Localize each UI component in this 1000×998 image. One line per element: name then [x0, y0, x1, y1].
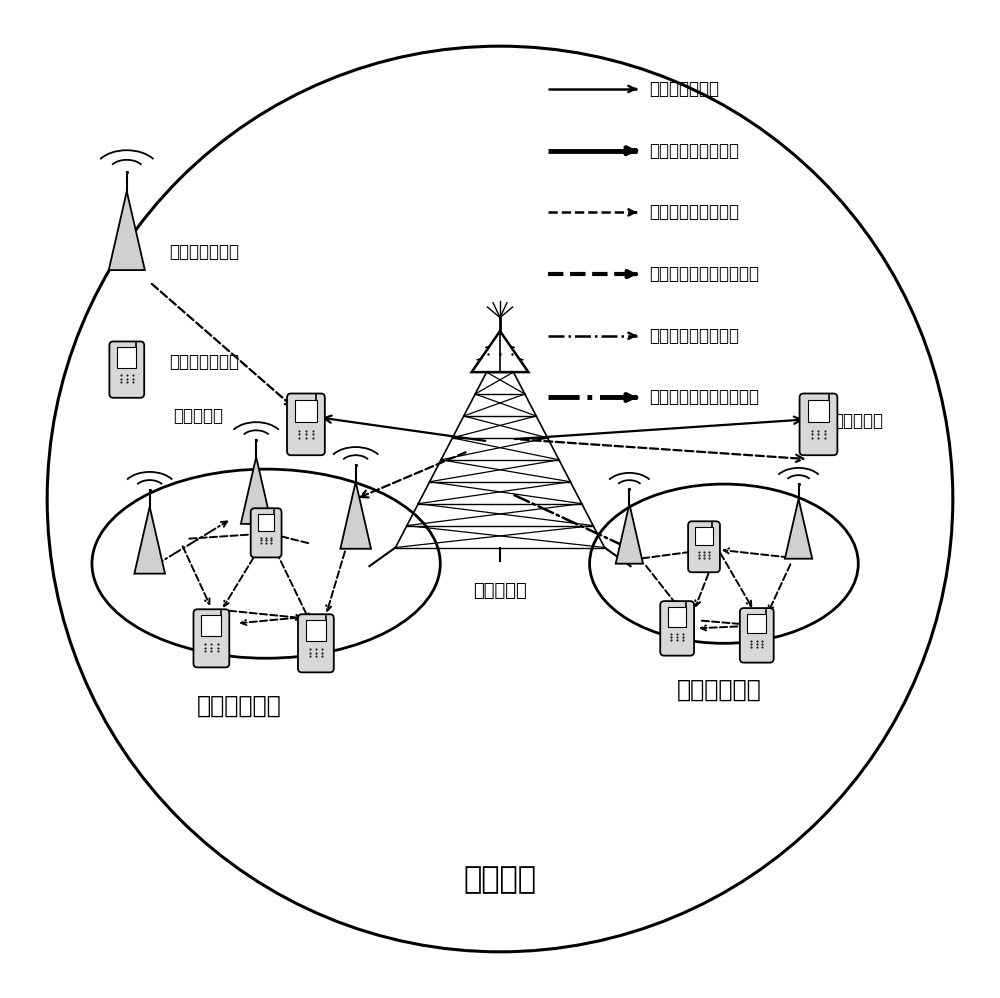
Text: 宏小区层: 宏小区层	[464, 864, 536, 893]
Text: 毫微微蜂窝用户信号: 毫微微蜂窝用户信号	[649, 142, 739, 160]
Polygon shape	[109, 192, 145, 270]
FancyBboxPatch shape	[193, 609, 229, 668]
Text: 毫微微蜂窝层: 毫微微蜂窝层	[677, 678, 761, 702]
FancyBboxPatch shape	[800, 393, 837, 455]
Text: 毫微微蜂窝层: 毫微微蜂窝层	[197, 694, 282, 718]
Polygon shape	[472, 331, 528, 372]
FancyBboxPatch shape	[287, 393, 325, 455]
Text: 宏小区用户: 宏小区用户	[833, 412, 883, 430]
Text: 毫微微蜂窝基站: 毫微微蜂窝基站	[170, 244, 240, 261]
Text: 毫微微蜂窝用户: 毫微微蜂窝用户	[170, 352, 240, 370]
FancyBboxPatch shape	[251, 508, 282, 558]
Polygon shape	[134, 507, 165, 574]
Polygon shape	[785, 499, 812, 559]
Bar	[306, 620, 326, 642]
FancyBboxPatch shape	[298, 614, 334, 673]
Polygon shape	[241, 457, 271, 524]
Text: 宏小区用户信号: 宏小区用户信号	[649, 80, 719, 98]
Bar	[201, 615, 221, 637]
Polygon shape	[340, 482, 371, 549]
Bar	[695, 527, 713, 545]
Bar	[117, 347, 136, 367]
Bar	[295, 399, 317, 422]
Polygon shape	[616, 504, 643, 564]
FancyBboxPatch shape	[740, 608, 774, 663]
FancyBboxPatch shape	[109, 341, 144, 398]
Text: 宏小区基站: 宏小区基站	[473, 582, 527, 600]
Bar	[808, 399, 829, 422]
FancyBboxPatch shape	[660, 601, 694, 656]
Bar	[668, 607, 686, 627]
Text: 毫微微蜂窝基站跨层干扰: 毫微微蜂窝基站跨层干扰	[649, 388, 759, 406]
Text: 宏小区基站同层干扰: 宏小区基站同层干扰	[649, 204, 739, 222]
Bar	[747, 614, 766, 634]
Bar	[258, 514, 274, 531]
FancyBboxPatch shape	[688, 521, 720, 572]
Text: 毫微微蜂窝基站同层干扰: 毫微微蜂窝基站同层干扰	[649, 265, 759, 283]
Text: 宏小区基站跨层干扰: 宏小区基站跨层干扰	[649, 326, 739, 344]
Text: 宏小区用户: 宏小区用户	[173, 407, 223, 425]
